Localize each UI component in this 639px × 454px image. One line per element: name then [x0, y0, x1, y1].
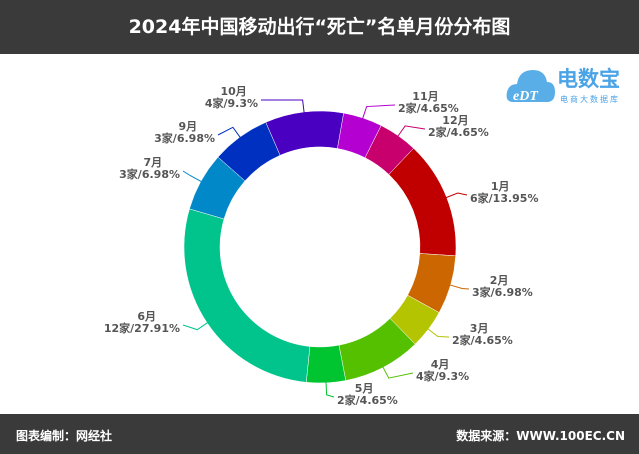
leader-line — [444, 192, 468, 199]
footer-source-editor: 图表编制：网经社 — [16, 429, 113, 443]
data-label: 2家/4.65% — [337, 393, 398, 407]
leader-line — [182, 321, 210, 331]
category-label: 6月 — [137, 310, 156, 323]
data-label: 2家/4.65% — [452, 333, 513, 347]
category-label: 4月 — [431, 358, 450, 371]
category-label: 5月 — [355, 382, 374, 395]
svg-text:eDT: eDT — [513, 89, 539, 104]
data-label: 3家/6.98% — [472, 285, 533, 299]
category-label: 3月 — [470, 322, 489, 335]
chart-title: 2024年中国移动出行“死亡”名单月份分布图 — [0, 0, 639, 54]
logo-sub: 电商大数据库 — [560, 94, 620, 104]
donut-slice — [305, 344, 347, 384]
leader-line — [448, 284, 470, 290]
donut-slice — [183, 208, 311, 383]
data-label: 12家/27.91% — [104, 321, 180, 335]
leader-line — [426, 327, 450, 338]
category-label: 11月 — [412, 90, 438, 103]
data-label: 3家/6.98% — [154, 131, 215, 145]
footer: 图表编制：网经社 数据来源：WWW.100EC.CN — [0, 414, 639, 454]
logo-brand: 电数宝 — [557, 67, 620, 91]
category-label: 2月 — [490, 274, 509, 287]
donut-slice — [388, 147, 457, 257]
leader-line — [325, 380, 335, 398]
data-label: 4家/9.3% — [416, 369, 469, 383]
leader-line — [217, 126, 242, 139]
leader-line — [381, 365, 414, 379]
data-label: 6家/13.95% — [470, 191, 539, 205]
category-label: 9月 — [179, 120, 198, 133]
category-label: 10月 — [220, 85, 246, 98]
category-label: 1月 — [491, 180, 510, 193]
data-label: 2家/4.65% — [428, 125, 489, 139]
donut-chart: 11月2家/4.65%12月2家/4.65%1月6家/13.95%2月3家/6.… — [104, 85, 539, 407]
category-label: 12月 — [442, 114, 468, 127]
leader-line — [182, 170, 203, 183]
data-label: 4家/9.3% — [205, 96, 258, 110]
leader-line — [260, 99, 305, 114]
logo: eDT 电数宝 电商大数据库 — [505, 58, 635, 108]
category-label: 7月 — [144, 156, 163, 169]
leader-line — [361, 104, 396, 120]
data-label: 3家/6.98% — [119, 167, 180, 181]
leader-line — [396, 125, 426, 138]
data-label: 2家/4.65% — [398, 101, 459, 115]
donut-slice — [265, 110, 344, 156]
footer-data-source: 数据来源：WWW.100EC.CN — [456, 429, 625, 443]
cloud-logo-icon: eDT 电数宝 电商大数据库 — [506, 67, 620, 104]
